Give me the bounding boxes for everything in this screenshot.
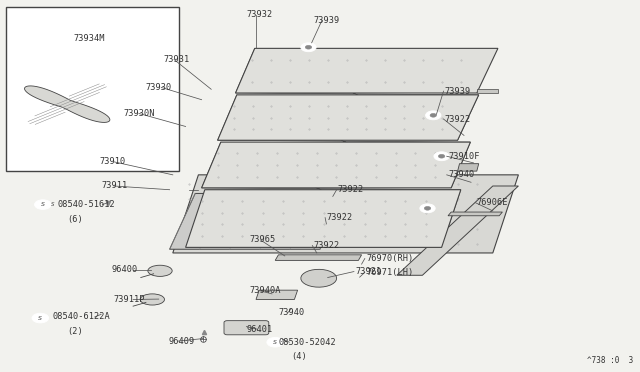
Text: 76970(RH): 76970(RH) xyxy=(366,254,413,263)
FancyBboxPatch shape xyxy=(224,321,269,335)
Polygon shape xyxy=(236,48,479,140)
Text: 96401: 96401 xyxy=(246,325,273,334)
Text: 73940: 73940 xyxy=(448,170,474,179)
Polygon shape xyxy=(458,164,479,171)
Text: (2): (2) xyxy=(67,327,83,336)
Polygon shape xyxy=(236,48,498,93)
Polygon shape xyxy=(202,142,470,188)
Text: 73932: 73932 xyxy=(246,10,273,19)
Polygon shape xyxy=(218,95,479,140)
Polygon shape xyxy=(275,255,362,260)
Polygon shape xyxy=(256,290,298,299)
Text: 73922: 73922 xyxy=(326,213,353,222)
Polygon shape xyxy=(301,269,337,287)
Text: 73922: 73922 xyxy=(445,115,471,124)
Text: S: S xyxy=(273,340,277,345)
Circle shape xyxy=(430,113,436,117)
Circle shape xyxy=(305,45,312,49)
Ellipse shape xyxy=(140,294,164,305)
Text: 96409: 96409 xyxy=(168,337,195,346)
Circle shape xyxy=(267,337,284,347)
Text: 73965: 73965 xyxy=(250,235,276,244)
Polygon shape xyxy=(170,193,346,249)
Text: 73922: 73922 xyxy=(338,185,364,194)
Text: S: S xyxy=(51,202,54,207)
Circle shape xyxy=(35,200,51,209)
Text: 73910: 73910 xyxy=(99,157,125,166)
Text: 73931: 73931 xyxy=(163,55,189,64)
Text: 76906E: 76906E xyxy=(477,198,508,207)
Text: 73934M: 73934M xyxy=(74,34,105,43)
Text: 08530-52042: 08530-52042 xyxy=(278,338,336,347)
Ellipse shape xyxy=(148,265,172,276)
Circle shape xyxy=(32,313,49,323)
Polygon shape xyxy=(173,175,518,253)
Text: S: S xyxy=(41,202,45,207)
Text: 73922: 73922 xyxy=(314,241,340,250)
Circle shape xyxy=(420,204,435,213)
Circle shape xyxy=(438,154,445,158)
Text: (4): (4) xyxy=(291,352,307,360)
Text: 76971(LH): 76971(LH) xyxy=(366,268,413,277)
Bar xyxy=(6,7,179,171)
Circle shape xyxy=(434,152,449,161)
Circle shape xyxy=(424,206,431,210)
Polygon shape xyxy=(477,89,498,93)
Circle shape xyxy=(301,43,316,52)
Text: (6): (6) xyxy=(67,215,83,224)
Text: 73939: 73939 xyxy=(314,16,340,25)
Text: 08540-6122A: 08540-6122A xyxy=(52,312,110,321)
Polygon shape xyxy=(218,95,470,188)
Text: 08540-51612: 08540-51612 xyxy=(58,200,115,209)
Polygon shape xyxy=(24,86,110,122)
Polygon shape xyxy=(448,212,502,216)
Circle shape xyxy=(426,111,441,120)
Text: 73921: 73921 xyxy=(355,267,381,276)
Text: 73911P: 73911P xyxy=(114,295,145,304)
Text: 73939: 73939 xyxy=(445,87,471,96)
Text: 73910F: 73910F xyxy=(448,152,479,161)
Polygon shape xyxy=(397,186,518,275)
Polygon shape xyxy=(202,142,461,247)
Polygon shape xyxy=(186,190,461,247)
Text: 73911: 73911 xyxy=(101,182,127,190)
Text: S: S xyxy=(38,315,42,321)
Text: 73940A: 73940A xyxy=(250,286,281,295)
Text: 96400: 96400 xyxy=(112,265,138,274)
Text: 73930N: 73930N xyxy=(124,109,155,118)
Text: 73930: 73930 xyxy=(146,83,172,92)
Text: ^738 :0  3: ^738 :0 3 xyxy=(588,356,634,365)
Text: 73940: 73940 xyxy=(278,308,305,317)
